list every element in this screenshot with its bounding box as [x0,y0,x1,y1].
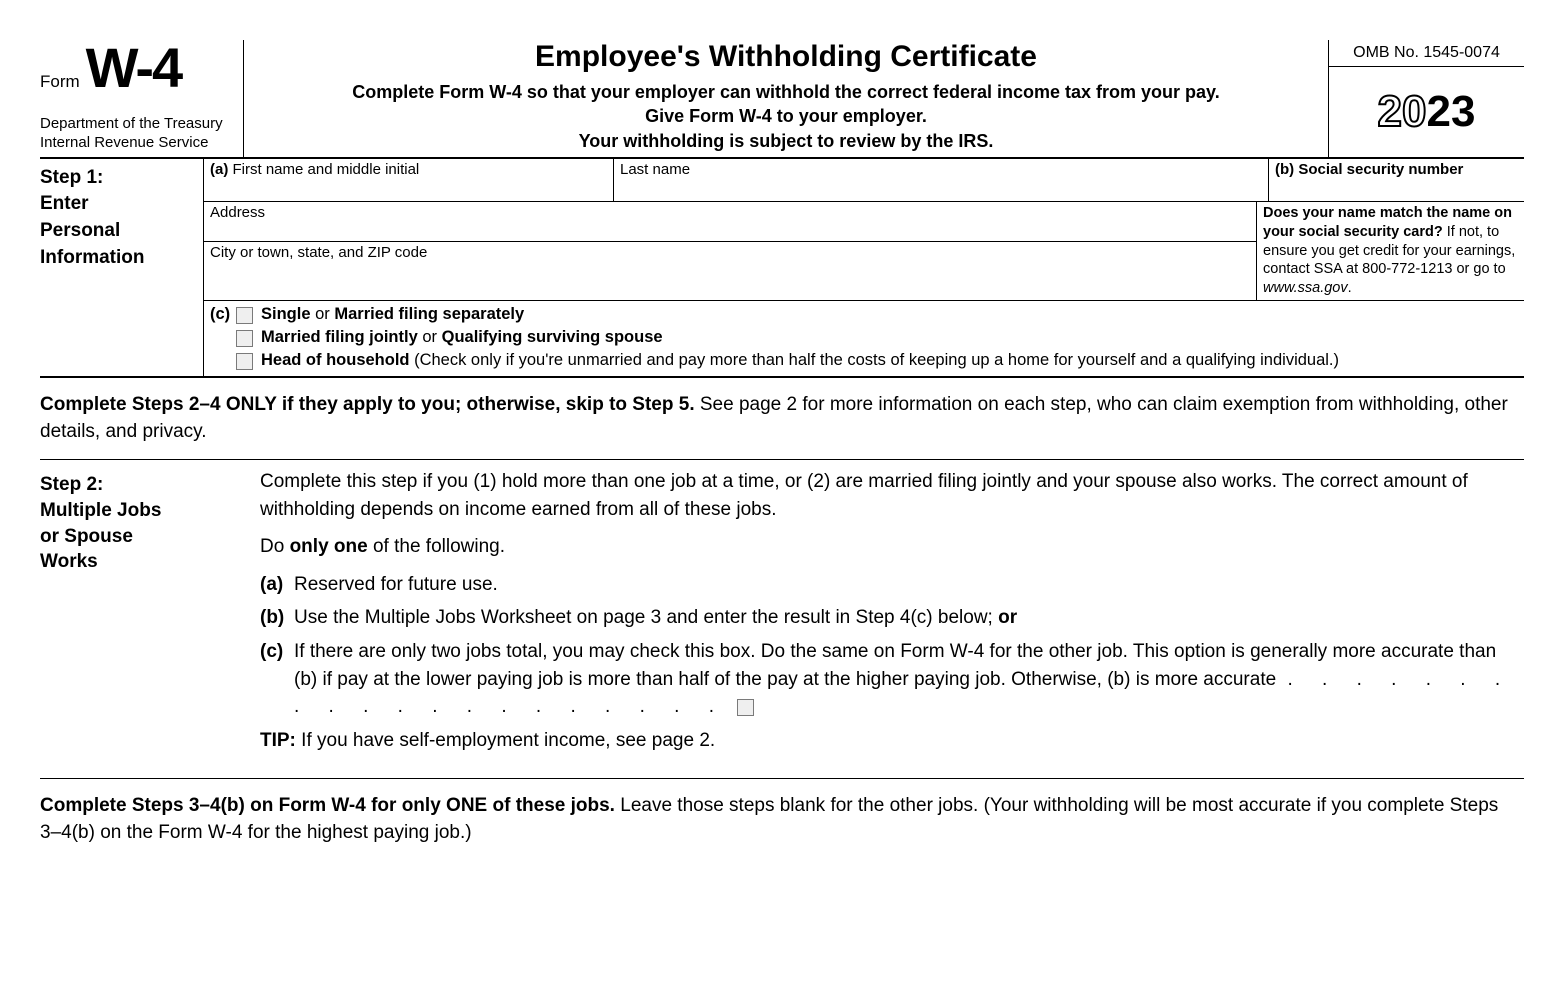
subtitle-3: Your withholding is subject to review by… [254,129,1318,153]
city-field[interactable]: City or town, state, and ZIP code [204,242,1256,282]
step2-do-one: Do only one of the following. [260,533,1524,561]
step1-line1: Step 1: [40,165,195,192]
mid-instruction-bold: Complete Steps 2–4 ONLY if they apply to… [40,394,695,415]
marker-a: (a) [210,161,228,178]
form-header: Form W-4 Department of the Treasury Inte… [40,40,1524,159]
step1-label: Step 1: Enter Personal Information [40,159,203,376]
step2-b-text: Use the Multiple Jobs Worksheet on page … [294,604,1524,632]
step2-item-a: (a) Reserved for future use. [260,571,1524,599]
form-number: W-4 [86,40,182,96]
form-word: Form [40,72,80,92]
mid-instruction: Complete Steps 2–4 ONLY if they apply to… [40,378,1524,460]
year-outline: 20 [1378,87,1427,137]
first-name-field[interactable]: (a) First name and middle initial [204,159,614,201]
marker-c: (c) [210,305,236,324]
filing-option-1: Single or Married filing separately [261,305,524,324]
first-name-label: First name and middle initial [233,161,420,178]
agency-line-1: Department of the Treasury [40,115,235,134]
checkbox-two-jobs[interactable] [737,699,754,716]
checkbox-single[interactable] [236,307,253,324]
header-right: OMB No. 1545-0074 2023 [1328,40,1524,157]
step2-a-marker: (a) [260,571,294,599]
header-left: Form W-4 Department of the Treasury Inte… [40,40,244,157]
step2-item-b: (b) Use the Multiple Jobs Worksheet on p… [260,604,1524,632]
bottom-instruction: Complete Steps 3–4(b) on Form W-4 for on… [40,779,1524,856]
filing-option-3: Head of household (Check only if you're … [261,351,1339,370]
step2-a-text: Reserved for future use. [294,571,1524,599]
year-solid: 23 [1427,87,1476,137]
checkbox-head-of-household[interactable] [236,353,253,370]
step1-line2: Enter [40,191,195,218]
header-center: Employee's Withholding Certificate Compl… [244,40,1328,157]
step2-c-marker: (c) [260,638,294,721]
ssn-field[interactable]: (b) Social security number [1269,159,1524,201]
step2-block: Step 2: Multiple Jobs or Spouse Works Co… [40,460,1524,779]
step1-block: Step 1: Enter Personal Information (a) F… [40,159,1524,378]
step2-b-marker: (b) [260,604,294,632]
w4-form-page: Form W-4 Department of the Treasury Inte… [40,40,1524,856]
step2-line1: Step 2: [40,472,250,498]
last-name-field[interactable]: Last name [614,159,1269,201]
checkbox-married-jointly[interactable] [236,330,253,347]
step2-item-c: (c) If there are only two jobs total, yo… [260,638,1524,721]
name-match-url: www.ssa.gov [1263,280,1348,296]
subtitle-2: Give Form W-4 to your employer. [254,104,1318,128]
step2-tip: TIP: If you have self-employment income,… [260,727,1524,755]
step1-line3: Personal [40,218,195,245]
step2-line3: or Spouse [40,524,250,550]
bottom-instruction-bold: Complete Steps 3–4(b) on Form W-4 for on… [40,795,615,816]
name-match-period: . [1348,280,1352,296]
last-name-label: Last name [620,161,690,178]
address-label: Address [210,204,265,221]
step2-line2: Multiple Jobs [40,498,250,524]
subtitle-1: Complete Form W-4 so that your employer … [254,80,1318,104]
step1-fields: (a) First name and middle initial Last n… [203,159,1524,376]
filing-status-block: (c) Single or Married filing separately … [204,300,1524,376]
form-title: Employee's Withholding Certificate [254,40,1318,74]
tax-year: 2023 [1329,67,1524,157]
agency-line-2: Internal Revenue Service [40,134,235,153]
omb-number: OMB No. 1545-0074 [1329,40,1524,67]
step2-label: Step 2: Multiple Jobs or Spouse Works [40,468,260,764]
ssn-label: Social security number [1298,161,1463,178]
step2-content: Complete this step if you (1) hold more … [260,468,1524,764]
step2-intro: Complete this step if you (1) hold more … [260,468,1524,523]
marker-b: (b) [1275,161,1294,178]
address-field[interactable]: Address [204,202,1256,242]
filing-option-2: Married filing jointly or Qualifying sur… [261,328,663,347]
name-match-note: Does your name match the name on your so… [1257,202,1524,300]
city-label: City or town, state, and ZIP code [210,244,427,261]
step2-c-text: If there are only two jobs total, you ma… [294,638,1524,721]
step1-line4: Information [40,245,195,272]
step2-line4: Works [40,549,250,575]
